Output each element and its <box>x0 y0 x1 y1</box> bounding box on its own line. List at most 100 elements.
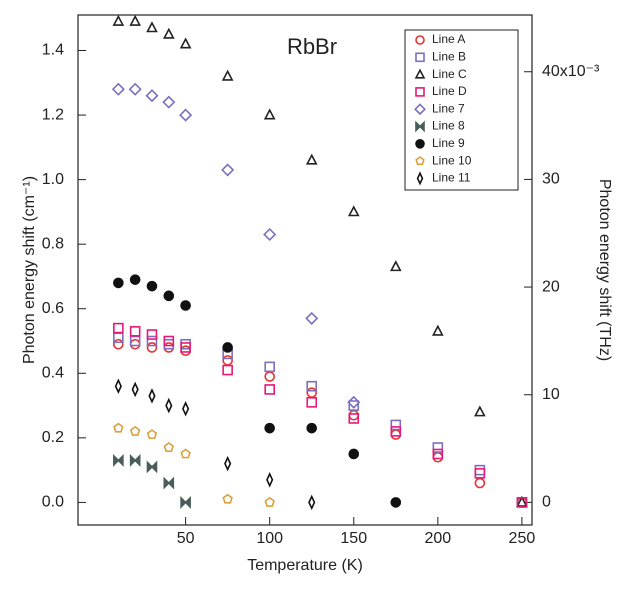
data-point <box>129 14 141 26</box>
data-point <box>474 405 486 417</box>
data-point <box>305 153 318 165</box>
legend-marker <box>415 87 425 97</box>
legend-marker <box>415 139 425 149</box>
data-point <box>146 280 158 292</box>
data-point <box>179 108 193 122</box>
data-point <box>129 274 141 285</box>
y2-tick-label: 30 <box>542 171 560 188</box>
x-tick-label: 200 <box>424 530 451 547</box>
data-point <box>112 14 125 26</box>
data-point <box>129 454 141 467</box>
legend-label: Line 9 <box>432 136 465 150</box>
legend-label: Line B <box>432 49 466 63</box>
data-point <box>180 448 191 459</box>
data-point <box>264 496 275 507</box>
y-tick-label: 1.0 <box>42 171 64 188</box>
x-tick-label: 50 <box>177 530 195 547</box>
data-point <box>114 378 122 394</box>
data-point <box>146 342 158 353</box>
data-point <box>390 497 402 508</box>
data-point <box>113 454 124 467</box>
data-point <box>266 472 274 488</box>
data-point <box>306 380 318 392</box>
data-point <box>163 476 175 490</box>
y-axis-label: Photon energy shift (cm⁻¹) <box>21 176 38 364</box>
data-point <box>306 422 318 434</box>
data-point <box>347 395 361 409</box>
data-point <box>113 322 124 334</box>
data-point <box>146 429 158 440</box>
data-point <box>146 329 158 340</box>
data-point <box>146 21 158 33</box>
data-point <box>474 468 486 479</box>
data-point <box>306 397 318 408</box>
chart-title: RbBr <box>287 34 337 59</box>
data-point <box>305 311 319 325</box>
data-point <box>348 448 360 460</box>
data-point <box>163 342 175 353</box>
data-point <box>146 335 158 347</box>
data-point <box>306 387 318 398</box>
y2-tick-label: 0 <box>542 494 551 511</box>
data-point <box>474 477 486 489</box>
data-point <box>516 497 528 508</box>
data-point <box>264 422 275 434</box>
legend-marker <box>414 103 426 116</box>
data-point <box>263 227 277 242</box>
data-point <box>163 290 175 302</box>
legend-marker <box>416 171 424 186</box>
data-point <box>221 69 234 81</box>
data-point <box>432 451 444 463</box>
data-point <box>222 493 233 504</box>
data-point <box>148 388 156 404</box>
x-tick-label: 250 <box>509 530 536 547</box>
data-point <box>162 27 175 39</box>
data-point <box>128 82 142 96</box>
data-point <box>180 495 191 509</box>
plot-frame <box>77 14 533 526</box>
data-point <box>111 82 125 96</box>
data-point <box>264 361 275 373</box>
y-tick-label: 0.6 <box>42 300 64 317</box>
data-point <box>131 381 139 398</box>
data-point <box>516 495 528 507</box>
data-point <box>163 335 175 347</box>
legend-label: Line 7 <box>432 101 465 115</box>
data-point <box>432 324 444 336</box>
x-tick-label: 150 <box>340 530 367 547</box>
data-point <box>129 338 141 350</box>
data-point <box>432 442 444 453</box>
data-point <box>348 413 360 424</box>
data-point <box>146 460 158 474</box>
data-point <box>180 342 191 353</box>
data-point <box>348 409 360 421</box>
y-tick-label: 1.2 <box>42 106 64 123</box>
data-point <box>390 429 402 440</box>
data-point <box>165 397 173 414</box>
x-axis-label: Temperature (K) <box>247 557 363 574</box>
data-point <box>222 364 233 376</box>
data-point <box>180 345 191 356</box>
data-point <box>145 89 159 103</box>
data-point <box>163 442 175 452</box>
legend-marker <box>415 120 425 133</box>
y-tick-label: 0.0 <box>42 494 64 511</box>
legend-label: Line 11 <box>432 171 471 185</box>
data-point <box>348 400 360 411</box>
data-point <box>221 163 235 177</box>
legend-label: Line 8 <box>432 119 465 133</box>
data-point <box>224 455 232 472</box>
y2-axis-label: Photon energy shift (THz) <box>596 179 613 361</box>
legend-marker <box>415 52 425 63</box>
data-point <box>432 448 444 460</box>
y2-tick-label: 10 <box>542 386 560 403</box>
data-point <box>390 419 402 431</box>
data-point <box>263 108 276 120</box>
data-point <box>113 338 124 350</box>
data-point <box>390 426 402 437</box>
data-point <box>113 422 124 433</box>
legend-marker <box>415 156 425 166</box>
legend-label: Line 10 <box>432 153 472 167</box>
